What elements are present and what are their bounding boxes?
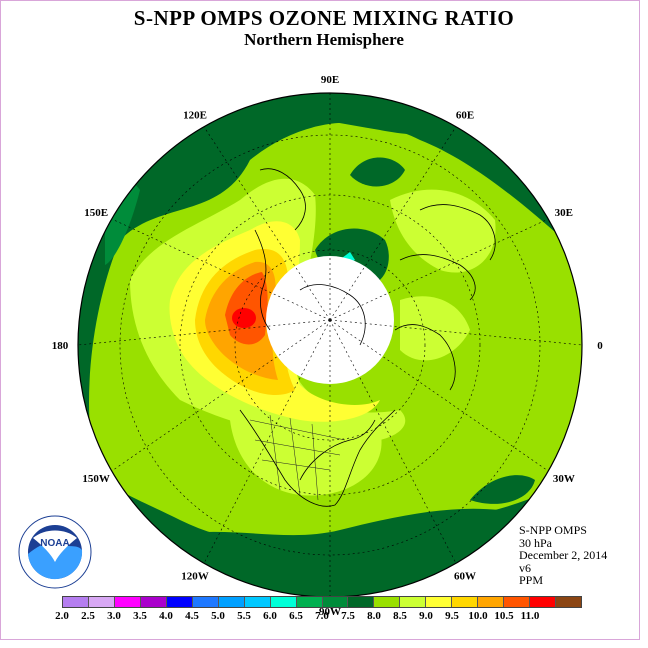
meridian-line xyxy=(203,126,331,321)
legend-swatch xyxy=(63,597,89,607)
meridian-line xyxy=(111,319,331,472)
legend-tick-label: 2.5 xyxy=(81,610,95,622)
legend-tick-label: 8.0 xyxy=(367,610,381,622)
legend-tick-label: 7.0 xyxy=(315,610,329,622)
meridian-line xyxy=(329,319,583,346)
info-block: S-NPP OMPS 30 hPa December 2, 2014 v6 PP… xyxy=(519,524,607,587)
legend-swatch xyxy=(166,597,193,607)
state-boundaries xyxy=(249,414,346,501)
legend-swatch xyxy=(218,597,245,607)
longitude-label: 120E xyxy=(183,110,207,122)
meridian-line xyxy=(329,126,457,321)
longitude-label: 180 xyxy=(52,340,69,352)
longitude-label: 30W xyxy=(553,473,575,485)
meridian-line xyxy=(203,319,331,564)
map-subtitle: Northern Hemisphere xyxy=(244,30,404,49)
legend-tick-label: 2.0 xyxy=(55,610,69,622)
legend-tick-label: 10.5 xyxy=(494,610,514,622)
legend-swatch xyxy=(504,597,531,607)
meridian-line xyxy=(111,218,331,321)
legend-tick-label: 3.5 xyxy=(133,610,147,622)
longitude-label: 120W xyxy=(181,570,209,582)
legend-tick-label: 4.0 xyxy=(159,610,173,622)
legend-tick-label: 11.0 xyxy=(520,610,540,622)
legend-tick-label: 9.5 xyxy=(445,610,459,622)
legend-swatch xyxy=(140,597,167,607)
color-legend xyxy=(62,596,582,608)
legend-swatch xyxy=(192,597,219,607)
longitude-label: 90E xyxy=(321,74,339,86)
meridian-line xyxy=(77,319,331,346)
legend-swatch xyxy=(374,597,401,607)
legend-tick-label: 6.5 xyxy=(289,610,303,622)
info-units: PPM xyxy=(519,573,544,587)
info-pressure: 30 hPa xyxy=(519,535,552,550)
legend-swatch xyxy=(556,597,582,607)
longitude-label: 90W xyxy=(319,606,341,618)
legend-tick-label: 6.0 xyxy=(263,610,277,622)
legend-tick-label: 10.0 xyxy=(468,610,488,622)
legend-tick-label: 9.0 xyxy=(419,610,433,622)
legend-tick-label: 4.5 xyxy=(185,610,199,622)
legend-swatch xyxy=(296,597,323,607)
longitude-label: 150E xyxy=(84,207,108,219)
legend-swatch xyxy=(426,597,453,607)
noaa-logo-text: NOAA xyxy=(40,538,69,549)
longitude-label: 60W xyxy=(454,570,476,582)
noaa-logo: NOAA xyxy=(18,515,92,589)
legend-swatch xyxy=(400,597,427,607)
meridian-line xyxy=(329,319,457,564)
legend-swatch xyxy=(244,597,271,607)
legend-tick-label: 8.5 xyxy=(393,610,407,622)
legend-swatch xyxy=(114,597,141,607)
info-version: v6 xyxy=(519,560,531,575)
map-title: S-NPP OMPS OZONE MIXING RATIO xyxy=(133,6,515,30)
legend-tick-label: 7.5 xyxy=(341,610,355,622)
legend-swatch xyxy=(270,597,297,607)
legend-tick-labels: 2.0 2.5 3.0 3.5 4.0 4.5 5.0 5.5 6.0 6.5 7.0 7.5 8.0 8… xyxy=(0,610,648,624)
longitude-label: 60E xyxy=(456,110,474,122)
legend-swatch xyxy=(452,597,479,607)
legend-tick-label: 5.5 xyxy=(237,610,251,622)
longitude-labels: 90E 60E 30E 0 30W 60W 90W 120W 150W 180 150E 120E xyxy=(52,74,604,618)
longitude-label: 0 xyxy=(597,340,603,352)
legend-swatch xyxy=(478,597,505,607)
info-date: December 2, 2014 xyxy=(519,548,608,562)
longitude-label: 30E xyxy=(555,207,573,219)
coastlines xyxy=(239,168,496,507)
graticule xyxy=(77,93,583,597)
meridian-line xyxy=(329,218,549,321)
info-instrument: S-NPP OMPS xyxy=(519,523,587,537)
legend-swatch xyxy=(530,597,557,607)
legend-swatch xyxy=(348,597,375,607)
legend-tick-label: 3.0 xyxy=(107,610,121,622)
legend-swatch xyxy=(322,597,349,607)
meridian-line xyxy=(329,319,549,472)
longitude-label: 150W xyxy=(82,473,110,485)
legend-tick-label: 5.0 xyxy=(211,610,225,622)
page-frame xyxy=(0,0,640,640)
legend-swatch xyxy=(88,597,115,607)
